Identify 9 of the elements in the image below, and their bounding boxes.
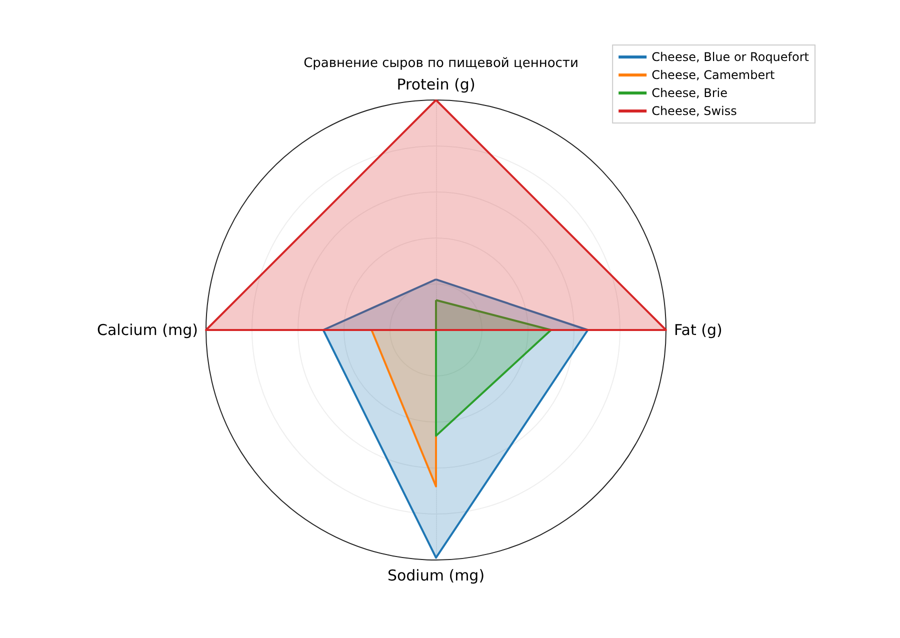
text: Сравнение сыров по пищевой ценности bbox=[304, 56, 578, 71]
spoke-label: Sodium (mg) bbox=[387, 566, 485, 584]
legend-label: Cheese, Camembert bbox=[652, 68, 776, 82]
legend-label: Cheese, Brie bbox=[652, 86, 728, 100]
spoke-label: Fat (g) bbox=[674, 321, 722, 339]
spoke-label: Calcium (mg) bbox=[97, 321, 198, 339]
spoke-label: Protein (g) bbox=[396, 76, 476, 94]
legend-label: Cheese, Swiss bbox=[652, 104, 737, 118]
legend-label: Cheese, Blue or Roquefort bbox=[652, 50, 810, 64]
